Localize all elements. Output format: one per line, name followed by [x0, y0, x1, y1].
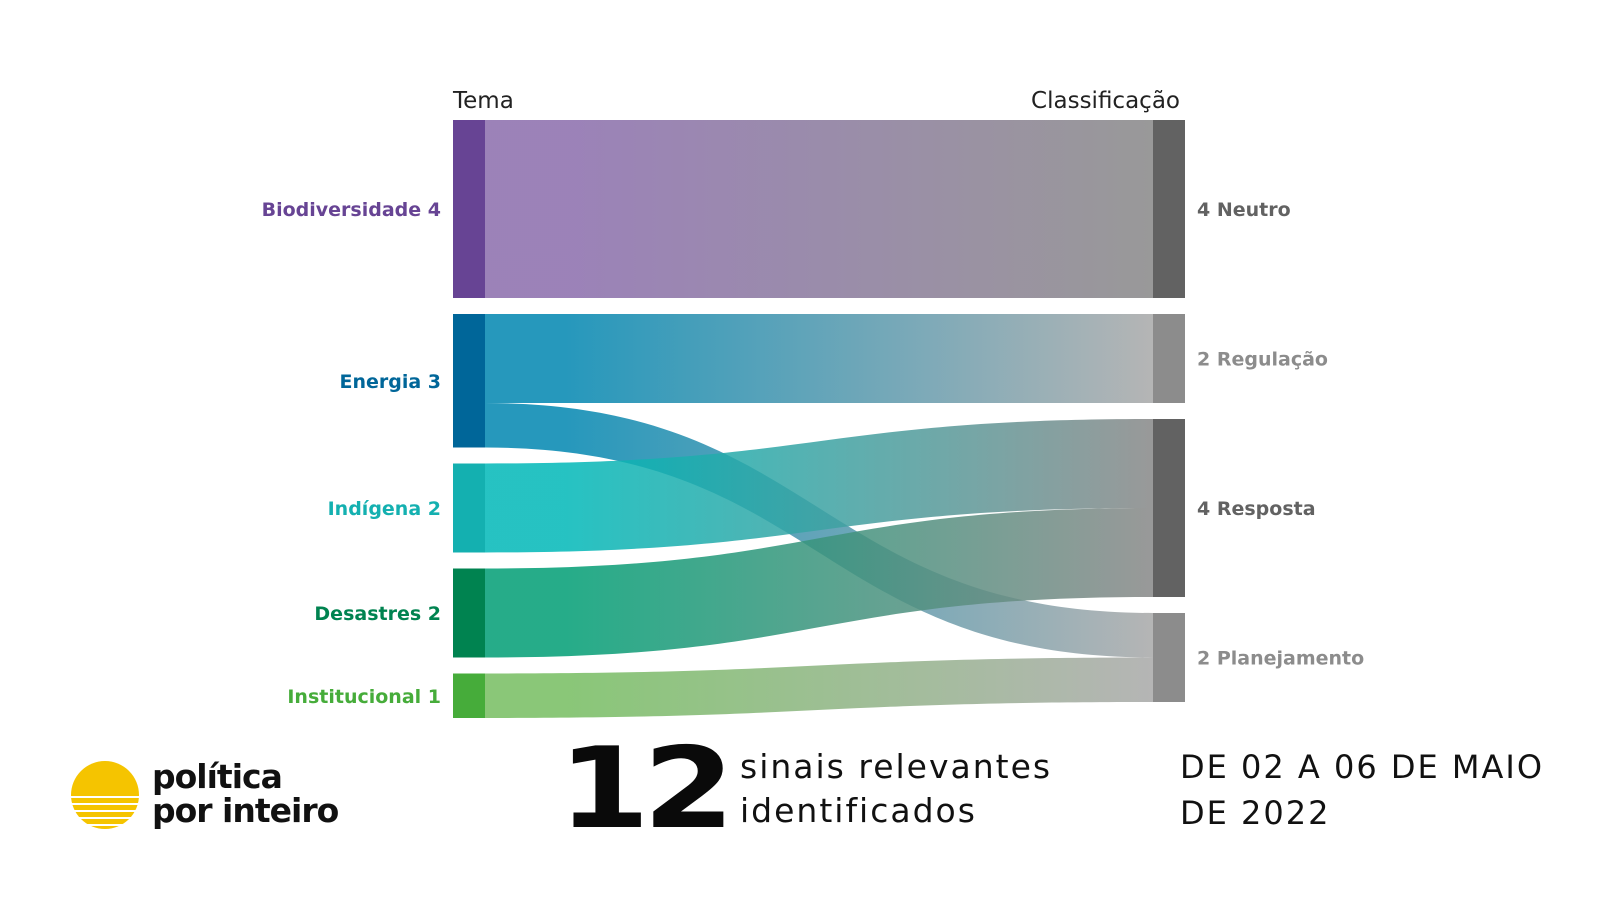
- count-description-line-2: identificados: [740, 791, 977, 830]
- label-resposta: 4 Resposta: [1197, 498, 1316, 520]
- logo-wordmark: política por inteiro: [152, 757, 339, 830]
- footer: política por inteiro 12 sinais relevante…: [0, 733, 1600, 870]
- label-planejamento: 2 Planejamento: [1197, 648, 1364, 670]
- node-institucional: [453, 673, 485, 718]
- node-labels-layer: Biodiversidade 4 Energia 3 Indígena 2 Desas…: [262, 199, 1365, 708]
- node-desastres: [453, 568, 485, 658]
- logo-line-1: política: [152, 757, 283, 796]
- label-desastres: Desastres 2: [314, 603, 441, 625]
- label-neutro: 4 Neutro: [1197, 199, 1291, 221]
- label-regulacao: 2 Regulação: [1197, 349, 1328, 371]
- date-range-line-2: DE 2022: [1180, 794, 1331, 832]
- node-energia: [453, 314, 485, 448]
- node-indigena: [453, 463, 485, 553]
- date-range: DE 02 A 06 DE MAIO DE 2022: [1180, 744, 1544, 836]
- node-biodiversidade: [453, 120, 485, 298]
- classificacao-column-header: Classificação: [1031, 88, 1180, 114]
- count-description-line-1: sinais relevantes: [740, 747, 1053, 786]
- node-resposta: [1153, 419, 1185, 597]
- flow-desastres-to-resposta: [485, 508, 1153, 658]
- node-planejamento: [1153, 613, 1185, 702]
- sankey-diagram: Tema Classificação Biodiversidade 4 Energ…: [262, 88, 1365, 718]
- node-neutro: [1153, 120, 1185, 298]
- signal-count-description: sinais relevantes identificados: [740, 745, 1052, 833]
- flows-layer: [485, 120, 1153, 718]
- flow-energia-to-regulacao: [485, 314, 1153, 403]
- flow-indigena-to-resposta: [485, 419, 1153, 553]
- logo-line-2: por inteiro: [152, 791, 339, 830]
- label-institucional: Institucional 1: [287, 686, 441, 708]
- label-indigena: Indígena 2: [328, 498, 441, 520]
- nodes-layer: [453, 120, 1185, 718]
- politica-por-inteiro-logo: política por inteiro: [70, 760, 370, 840]
- flow-institucional-to-planejamento: [485, 657, 1153, 718]
- node-regulacao: [1153, 314, 1185, 403]
- tema-column-header: Tema: [452, 88, 514, 114]
- label-energia: Energia 3: [339, 371, 441, 393]
- date-range-line-1: DE 02 A 06 DE MAIO: [1180, 748, 1545, 786]
- label-biodiversidade: Biodiversidade 4: [262, 199, 441, 221]
- sun-logo-icon: [71, 761, 139, 829]
- signal-count: 12: [558, 724, 735, 854]
- flow-biodiversidade-to-neutro: [485, 120, 1153, 298]
